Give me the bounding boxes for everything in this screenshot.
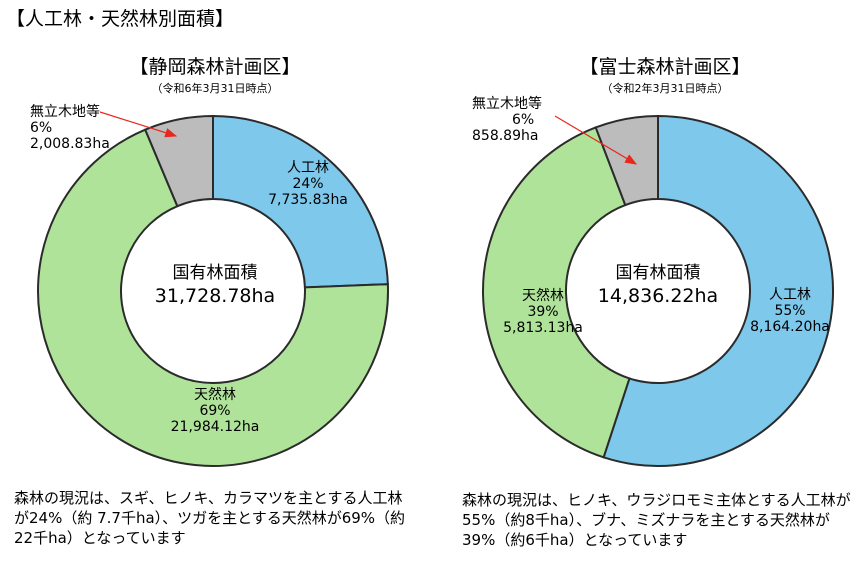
slice-percent: 6% (512, 112, 535, 128)
slice-label-planted: 人工林 24% 7,735.83ha (258, 160, 358, 208)
chart-subtitle: （令和2年3月31日時点） (601, 82, 729, 95)
slice-area: 8,164.20ha (750, 319, 830, 335)
slice-percent: 24% (292, 176, 324, 192)
slice-area: 7,735.83ha (268, 192, 348, 208)
slice-area: 5,813.13ha (503, 320, 583, 336)
center-title: 国有林面積 (615, 263, 701, 283)
center-label: 国有林面積 14,836.22ha (583, 262, 733, 308)
slice-name: 天然林 (522, 288, 564, 304)
callout-arrow (99, 111, 178, 138)
slice-label-natural: 天然林 69% 21,984.12ha (150, 387, 280, 435)
center-label: 国有林面積 31,728.78ha (140, 262, 290, 308)
slice-name: 無立木地等 (472, 96, 542, 112)
chart-title: 【富士森林計画区】 (579, 56, 751, 78)
slice-name: 人工林 (287, 160, 329, 176)
donut-slice-natural (482, 126, 631, 459)
donut-slice-other (143, 114, 214, 208)
slice-percent: 39% (527, 304, 559, 320)
slice-area: 858.89ha (472, 128, 539, 144)
center-value: 14,836.22ha (597, 285, 719, 307)
center-title: 国有林面積 (172, 263, 258, 283)
slice-name: 人工林 (769, 287, 811, 303)
center-value: 31,728.78ha (154, 285, 276, 307)
chart-description: 森林の現況は、ヒノキ、ウラジロモミ主体とする人工林が55%（約8千ha）、ブナ、… (462, 491, 851, 549)
slice-percent: 55% (774, 303, 806, 319)
donut-slice-planted (212, 114, 389, 289)
chart-title: 【静岡森林計画区】 (129, 56, 301, 78)
slice-label-natural: 天然林 39% 5,813.13ha (488, 288, 598, 336)
donut-slice-natural (37, 128, 389, 467)
slice-percent: 6% (30, 120, 53, 136)
slice-label-other: 無立木地等 6% 2,008.83ha (30, 104, 140, 152)
slice-area: 2,008.83ha (30, 136, 110, 152)
slice-name: 天然林 (194, 387, 236, 403)
slice-area: 21,984.12ha (170, 419, 260, 435)
chart-description: 森林の現況は、スギ、ヒノキ、カラマツを主とする人工林が24%（約 7.7千ha）… (14, 489, 406, 547)
donut-slice-planted (602, 114, 834, 467)
slice-percent: 69% (199, 403, 231, 419)
callout-arrow (554, 115, 638, 165)
chart-subtitle: （令和6年3月31日時点） (151, 82, 279, 95)
slice-label-planted: 人工林 55% 8,164.20ha (735, 287, 845, 335)
slice-name: 無立木地等 (30, 104, 100, 120)
slice-label-other: 無立木地等 6% 858.89ha (472, 96, 582, 144)
page-title: 【人工林・天然林別面積】 (6, 8, 235, 30)
